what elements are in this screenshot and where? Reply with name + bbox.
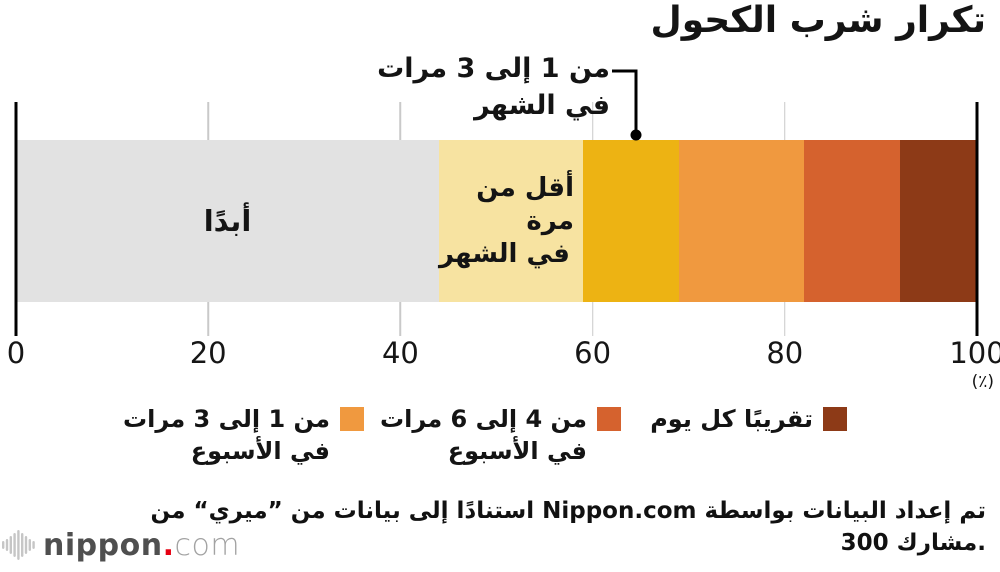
bar-segment-3: [582, 140, 680, 302]
segment-label-less-line1: أقل من مرة: [476, 172, 574, 236]
axis-line: [14, 102, 18, 336]
segment-label-never: أبدًا: [203, 204, 252, 238]
bar-segment-5: [804, 140, 901, 302]
legend-swatch-brown: [823, 407, 847, 431]
nippon-logo: nippon. com: [2, 524, 240, 566]
x-tick-label: 100: [949, 336, 1000, 370]
annotation-1-3-per-month: من 1 إلى 3 مرات في الشهر: [377, 50, 610, 124]
source-note-line1: تم إعداد البيانات بواسطة Nippon.com استن…: [150, 498, 986, 524]
x-tick-label: 20: [189, 336, 227, 370]
source-note: تم إعداد البيانات بواسطة Nippon.com استن…: [151, 495, 986, 559]
legend-label: من 1 إلى 3 مرات في الأسبوع: [123, 405, 330, 465]
annotation-callout-line: [612, 69, 642, 141]
segment-label-less-than-month: أقل من مرة في الشهر: [439, 140, 583, 302]
x-tick-label: 0: [6, 336, 26, 370]
soundwave-icon: [2, 530, 35, 560]
bar-segment-4: [679, 140, 804, 302]
logo-tld: com: [174, 527, 241, 563]
chart-title: تكرار شرب الكحول: [650, 0, 987, 41]
axis-unit-label: (٪): [971, 372, 994, 392]
legend-label: تقريبًا كل يوم: [650, 405, 813, 433]
legend-swatch-red: [597, 407, 621, 431]
legend-label: من 4 إلى 6 مرات في الأسبوع: [380, 405, 587, 465]
annotation-line1: من 1 إلى 3 مرات: [377, 53, 610, 84]
legend-entry-every-day: تقريبًا كل يوم: [650, 403, 847, 435]
source-note-line2: 300 مشارك.: [840, 530, 986, 556]
plot-area: 0 20 40 60 80 100: [7, 100, 1000, 370]
annotation-line2: في الشهر: [474, 90, 610, 121]
bar-segment-2: [438, 140, 583, 302]
legend-swatch-orange: [340, 407, 364, 431]
logo-word: nippon: [43, 527, 163, 563]
x-tick-label: 60: [574, 336, 612, 370]
x-tick-label: 80: [766, 336, 804, 370]
x-tick-label: 40: [381, 336, 419, 370]
bar-segment-1: [16, 140, 439, 302]
legend-entry-4-6-week: من 4 إلى 6 مرات في الأسبوع: [380, 403, 621, 467]
segment-label-less-line2: في الشهر: [439, 238, 570, 269]
axis-line: [975, 102, 979, 336]
legend-entry-1-3-week: من 1 إلى 3 مرات في الأسبوع: [123, 403, 364, 467]
bar-segment-6: [900, 140, 977, 302]
logo-dot: .: [162, 527, 175, 563]
stacked-bar: [16, 140, 977, 302]
nippon-logo-text: nippon. com: [43, 528, 240, 563]
